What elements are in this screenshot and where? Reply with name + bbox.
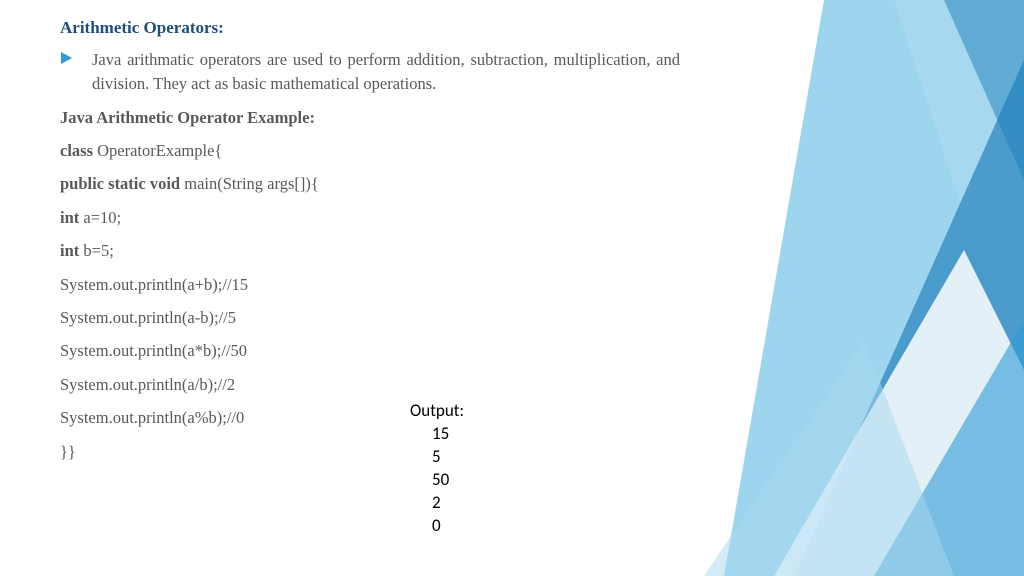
code-line-5: System.out.println(a+b);//15	[60, 274, 680, 295]
bullet-item: Java arithmatic operators are used to pe…	[60, 48, 680, 96]
output-value: 0	[432, 515, 464, 538]
bullet-triangle-icon	[60, 51, 74, 65]
code-line-1: class OperatorExample{	[60, 140, 680, 161]
example-subheading: Java Arithmetic Operator Example:	[60, 108, 680, 128]
bullet-text: Java arithmatic operators are used to pe…	[92, 48, 680, 96]
code-line-7: System.out.println(a*b);//50	[60, 340, 680, 361]
code-line-8: System.out.println(a/b);//2	[60, 374, 680, 395]
code-line-10: }}	[60, 441, 680, 462]
code-line-2: public static void main(String args[]){	[60, 173, 680, 194]
output-value: 2	[432, 492, 464, 515]
slide-content: Arithmetic Operators: Java arithmatic op…	[0, 0, 740, 494]
code-line-6: System.out.println(a-b);//5	[60, 307, 680, 328]
code-line-9: System.out.println(a%b);//0	[60, 407, 680, 428]
code-line-4: int b=5;	[60, 240, 680, 261]
main-heading: Arithmetic Operators:	[60, 18, 680, 38]
code-line-3: int a=10;	[60, 207, 680, 228]
